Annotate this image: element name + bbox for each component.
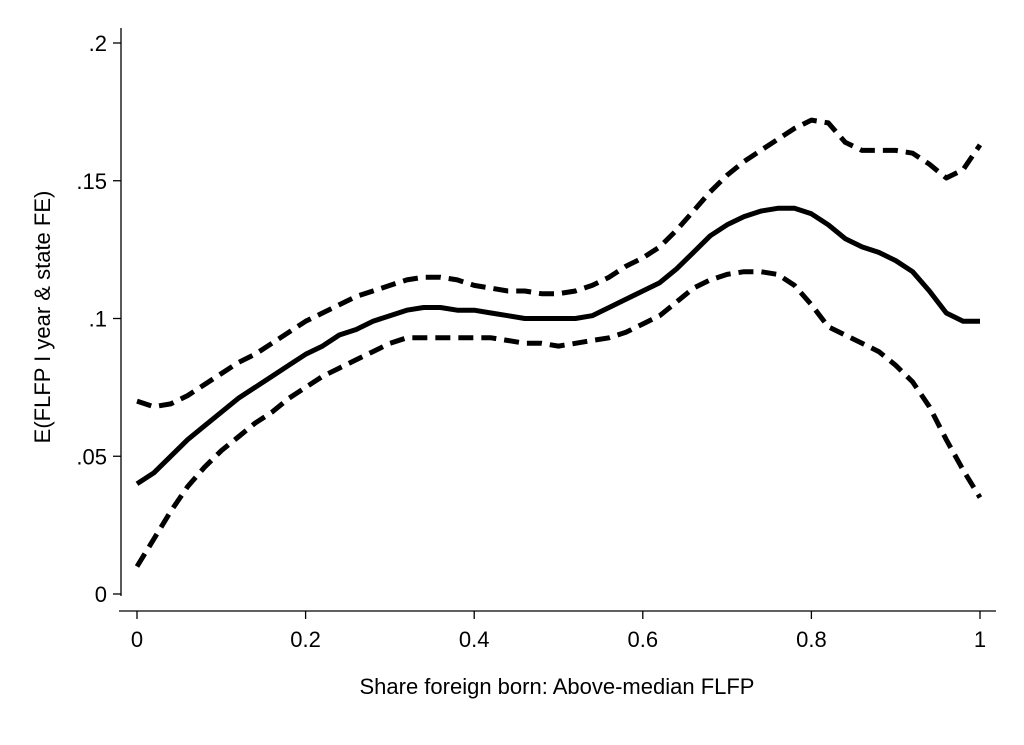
series-layer [134, 117, 983, 568]
y-tick-label: .2 [89, 31, 107, 56]
axes: 0 .05 .1 .15 .2 0 0.2 0.4 0.6 0.8 1 [76, 28, 996, 652]
y-axis-title: E(FLFP I year & state FE) [30, 191, 55, 444]
x-tick-label: 1 [974, 627, 986, 652]
y-tick-label: .1 [89, 307, 107, 332]
x-tick-label: 0.6 [628, 627, 659, 652]
x-tick-label: 0.2 [290, 627, 321, 652]
estimate-line [135, 205, 980, 486]
y-tick-label: .05 [76, 444, 107, 469]
x-axis-title: Share foreign born: Above-median FLFP [359, 674, 754, 699]
confidence-band-line [136, 117, 983, 410]
y-tick-label: .15 [76, 169, 107, 194]
y-tick-label: 0 [95, 582, 107, 607]
confidence-band-line [134, 269, 983, 568]
x-tick-label: 0 [131, 627, 143, 652]
x-tick-label: 0.4 [459, 627, 490, 652]
x-tick-label: 0.8 [796, 627, 827, 652]
